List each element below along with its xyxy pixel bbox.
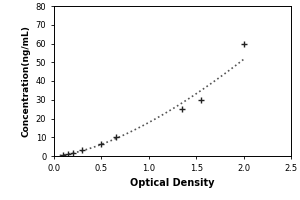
Y-axis label: Concentration(ng/mL): Concentration(ng/mL) [21, 25, 30, 137]
X-axis label: Optical Density: Optical Density [130, 178, 215, 188]
